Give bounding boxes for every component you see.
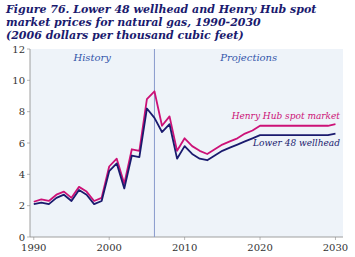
x-axis <box>30 237 343 238</box>
title-line: market prices for natural gas, 1990-2030 <box>6 16 261 29</box>
x-tick <box>109 237 110 240</box>
y-tick <box>27 174 30 175</box>
title: Figure 76. Lower 48 wellhead and Henry H… <box>5 3 316 29</box>
y-tick <box>27 111 30 112</box>
y-tick-label: 6 <box>19 138 25 149</box>
series-group <box>34 91 336 204</box>
y-tick <box>27 143 30 144</box>
x-tick <box>260 237 261 240</box>
x-tick <box>184 237 185 240</box>
title-line: Figure 76. Lower 48 wellhead and Henry H… <box>5 3 316 16</box>
subtitle: (2006 dollars per thousand cubic feet) <box>6 29 244 42</box>
y-tick <box>27 80 30 81</box>
x-tick-label: 2010 <box>172 242 197 253</box>
x-tick <box>33 237 34 240</box>
chart: Figure 76. Lower 48 wellhead and Henry H… <box>0 0 355 257</box>
x-tick-label: 2020 <box>247 242 272 253</box>
y-tick-label: 12 <box>12 44 25 55</box>
y-tick <box>27 49 30 50</box>
y-tick-label: 4 <box>19 169 25 180</box>
x-tick <box>335 237 336 240</box>
series-label: Lower 48 wellhead <box>252 138 340 148</box>
y-tick-label: 0 <box>19 232 25 243</box>
x-tick-label: 2030 <box>323 242 348 253</box>
series-line <box>34 109 336 205</box>
plot-area <box>30 49 343 237</box>
y-tick-label: 10 <box>12 75 25 86</box>
x-tick-label: 1990 <box>21 242 46 253</box>
y-tick <box>27 205 30 206</box>
annotation: History <box>72 52 111 63</box>
y-tick <box>27 237 30 238</box>
y-axis <box>30 49 31 237</box>
annotation: Projections <box>219 52 277 63</box>
y-tick-label: 8 <box>19 106 25 117</box>
x-tick-label: 2000 <box>96 242 121 253</box>
y-tick-label: 2 <box>19 200 25 211</box>
divider <box>154 49 155 237</box>
series-label: Henry Hub spot market <box>231 111 341 121</box>
